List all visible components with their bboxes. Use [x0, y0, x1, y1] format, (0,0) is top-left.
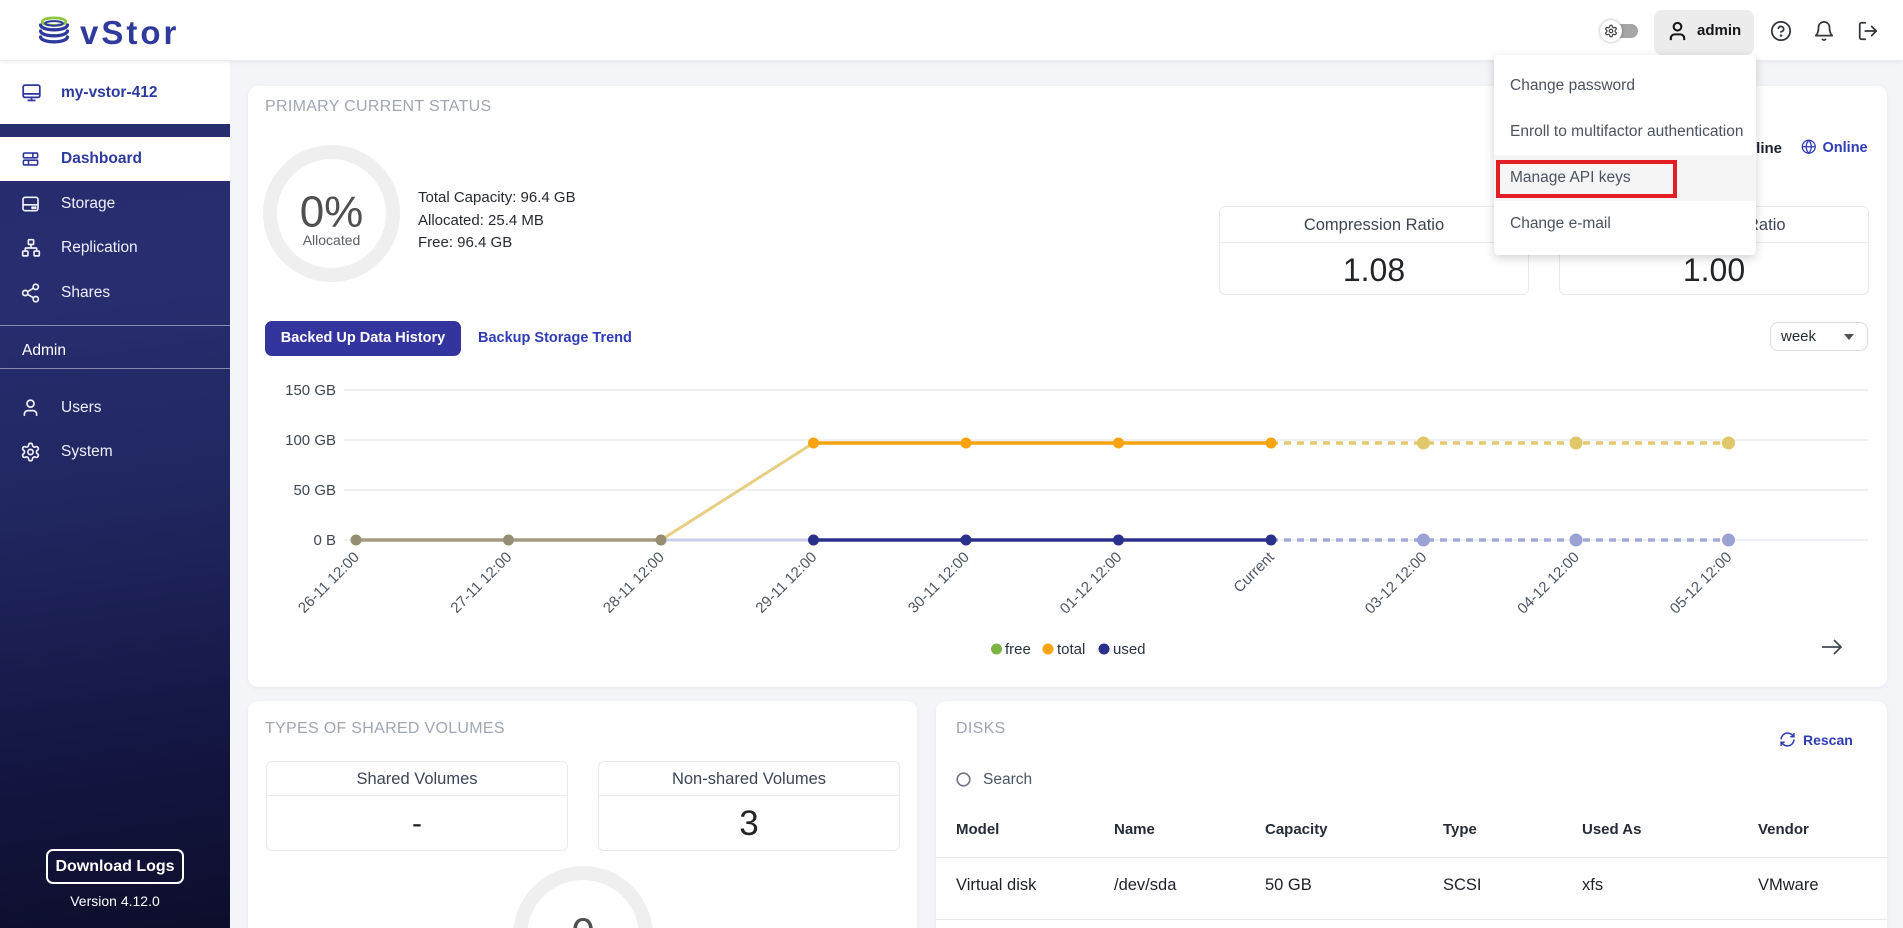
svg-text:Current: Current — [1230, 548, 1278, 596]
svg-text:27-11 12:00: 27-11 12:00 — [447, 549, 515, 617]
svg-text:01-12 12:00: 01-12 12:00 — [1057, 549, 1126, 618]
svg-text:used: used — [1113, 641, 1146, 658]
svg-text:Allocated: Allocated — [303, 232, 361, 248]
svg-text:05-12 12:00: 05-12 12:00 — [1667, 549, 1736, 618]
svg-text:100 GB: 100 GB — [285, 432, 336, 449]
svg-text:29-11 12:00: 29-11 12:00 — [752, 549, 820, 617]
svg-text:26-11 12:00: 26-11 12:00 — [295, 549, 363, 617]
svg-text:0%: 0% — [300, 188, 364, 237]
svg-text:04-12 12:00: 04-12 12:00 — [1514, 549, 1583, 618]
svg-text:150 GB: 150 GB — [285, 382, 336, 399]
svg-text:total: total — [1057, 641, 1085, 658]
svg-text:30-11 12:00: 30-11 12:00 — [905, 549, 973, 617]
svg-text:28-11 12:00: 28-11 12:00 — [600, 549, 668, 617]
svg-text:0 B: 0 B — [313, 532, 336, 549]
svg-text:free: free — [1005, 641, 1031, 658]
svg-text:03-12 12:00: 03-12 12:00 — [1362, 549, 1431, 618]
svg-text:50 GB: 50 GB — [293, 482, 336, 499]
svg-text:0: 0 — [571, 909, 594, 928]
